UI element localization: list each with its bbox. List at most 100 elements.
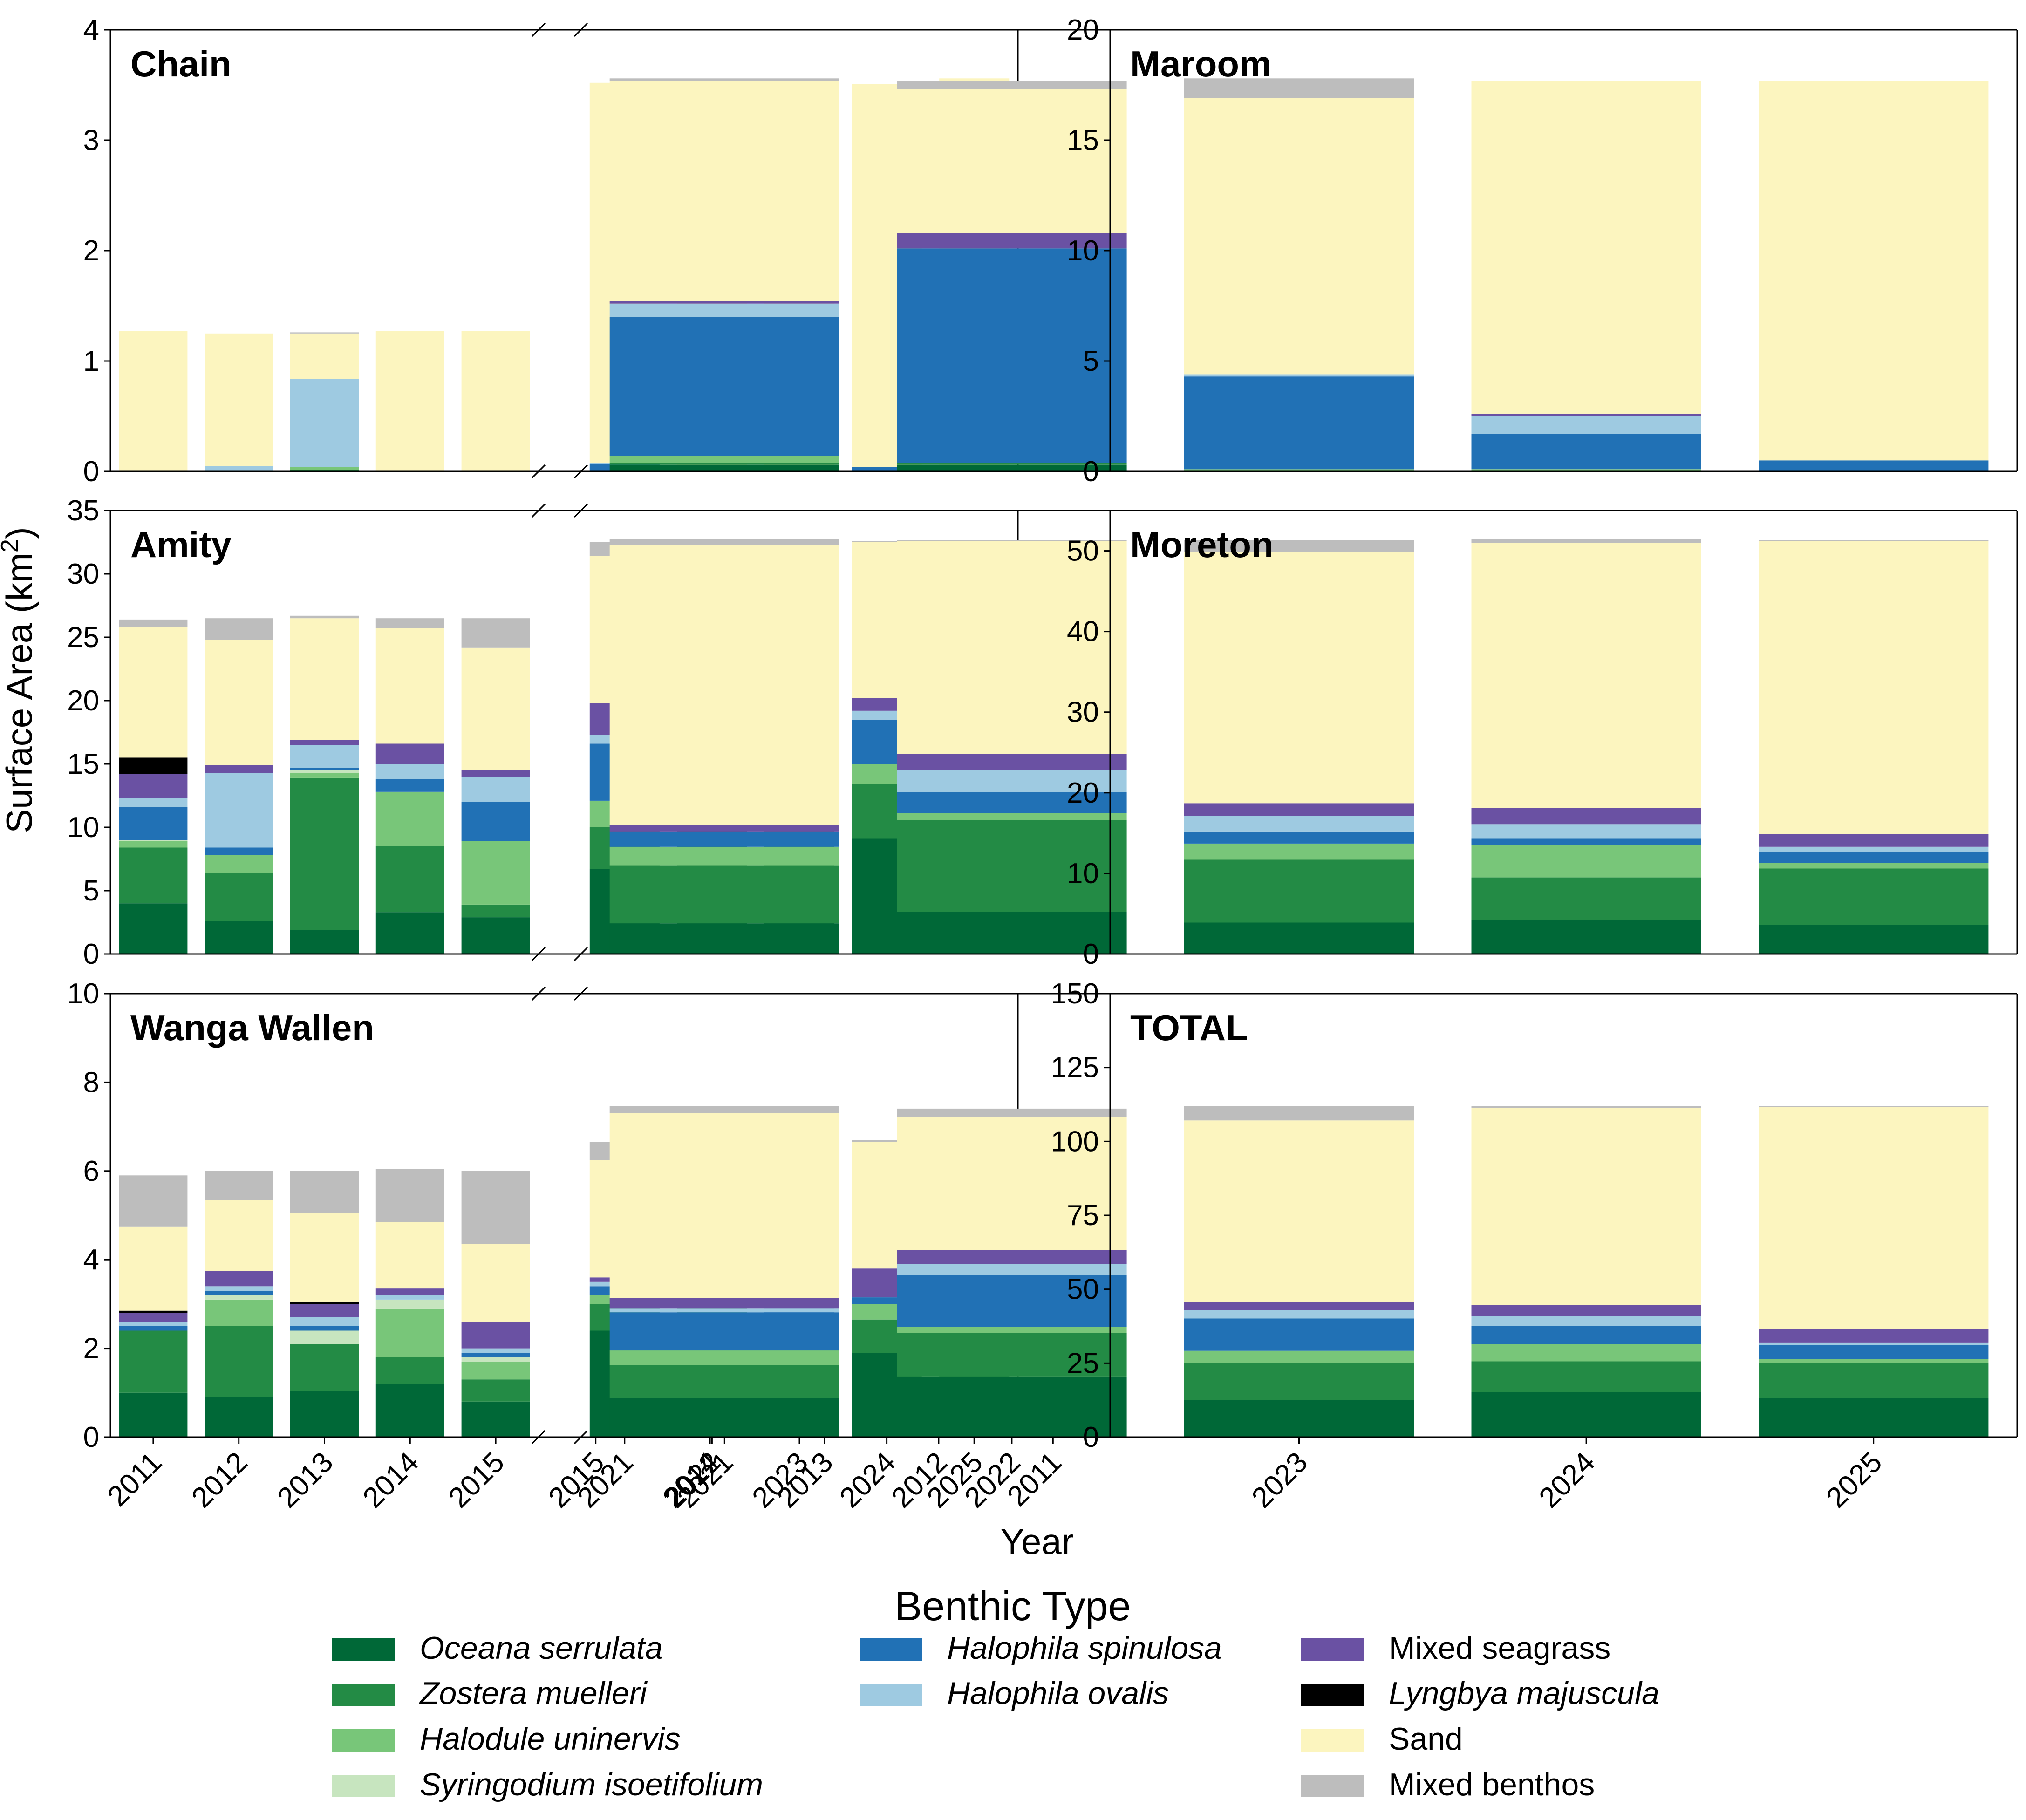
y-tick-label: 10 (67, 978, 99, 1010)
bar-segment-syringodium-isoetifolium (461, 1357, 530, 1362)
bar-segment-halodule-uninervis (1759, 1359, 1989, 1363)
bar-segment-mixed-benthos (897, 540, 1127, 541)
bar-2021 (609, 539, 839, 954)
y-tick-label: 15 (1067, 124, 1099, 157)
legend-swatch (332, 1775, 395, 1797)
bar-segment-halophila-ovalis (375, 1295, 444, 1300)
bar-segment-zostera-muelleri (1184, 859, 1414, 923)
bar-segment-halodule-uninervis (461, 841, 530, 905)
y-tick-label: 25 (1067, 1347, 1099, 1379)
y-tick-label: 30 (67, 558, 99, 590)
legend-swatch (332, 1684, 395, 1706)
bar-segment-mixed-benthos (205, 618, 273, 640)
bar-segment-oceana-serrulata (205, 921, 273, 954)
panel-title: TOTAL (1130, 1007, 1248, 1048)
y-tick-label: 100 (1051, 1125, 1099, 1158)
bar-2024 (1471, 81, 1701, 471)
bar-segment-mixed-benthos (852, 1140, 922, 1142)
bar-segment-halodule-uninervis (461, 1362, 530, 1380)
bar-segment-halophila-ovalis (1759, 1342, 1989, 1345)
bar-segment-oceana-serrulata (375, 912, 444, 954)
y-tick-label: 20 (1067, 14, 1099, 46)
y-tick-label: 10 (67, 811, 99, 844)
bar-segment-mixed-seagrass (609, 825, 839, 832)
legend-swatch (860, 1684, 922, 1706)
bar-segment-sand (1184, 552, 1414, 804)
legend-label: Oceana serrulata (420, 1630, 663, 1666)
bar-segment-sand (609, 1113, 839, 1298)
bar-segment-sand (609, 81, 839, 301)
legend-item-syringodium-isoetifolium: Syringodium isoetifolium (332, 1767, 763, 1802)
bar-segment-sand (1759, 1107, 1989, 1329)
bar-segment-oceana-serrulata (461, 917, 530, 954)
bar-2013 (290, 1171, 359, 1437)
legend-title: Benthic Type (894, 1583, 1131, 1629)
bar-segment-syringodium-isoetifolium (375, 1299, 444, 1309)
bar-segment-halodule-uninervis (1759, 863, 1989, 869)
bar-2023 (1184, 1106, 1414, 1437)
y-tick-label: 10 (1067, 235, 1099, 267)
legend-swatch (1301, 1684, 1364, 1706)
bar-segment-halophila-ovalis (1184, 374, 1414, 377)
legend-label: Sand (1389, 1721, 1463, 1757)
bar-segment-halodule-uninervis (897, 813, 1127, 820)
bar-segment-oceana-serrulata (1184, 1400, 1414, 1437)
bar-segment-oceana-serrulata (609, 923, 839, 954)
legend-label: Halophila spinulosa (947, 1630, 1222, 1666)
legend-label: Zostera muelleri (419, 1676, 648, 1711)
bar-segment-sand (205, 1200, 273, 1271)
bar-segment-halodule-uninervis (897, 1327, 1127, 1333)
legend-item-mixed-seagrass: Mixed seagrass (1301, 1630, 1610, 1666)
y-tick-label: 0 (1083, 938, 1099, 970)
bar-segment-oceana-serrulata (461, 1401, 530, 1437)
y-tick-label: 20 (67, 685, 99, 717)
bar-segment-mixed-seagrass (1759, 834, 1989, 847)
bar-segment-halophila-spinulosa (205, 1290, 273, 1295)
bar-segment-sand (609, 545, 839, 825)
bar-segment-halodule-uninervis (375, 791, 444, 846)
bar-segment-sand (1471, 81, 1701, 414)
bar-segment-oceana-serrulata (1471, 1392, 1701, 1437)
bar-segment-halophila-ovalis (1471, 1316, 1701, 1326)
bar-segment-sand (375, 1222, 444, 1289)
legend-item-oceana-serrulata: Oceana serrulata (332, 1630, 663, 1666)
bar-segment-halophila-ovalis (205, 466, 273, 471)
bar-segment-halophila-ovalis (1184, 1310, 1414, 1319)
bar-segment-zostera-muelleri (290, 777, 359, 930)
panel-amity: 0 5 10 15 20 25 30 35 Amity (67, 495, 1019, 970)
bar-segment-halophila-ovalis (1471, 416, 1701, 434)
bar-segment-lyngbya-majuscula (119, 1310, 188, 1313)
bar-segment-zostera-muelleri (290, 1344, 359, 1391)
axis-break-mark (531, 464, 546, 479)
bar-2012 (205, 1171, 273, 1437)
legend-label: Halophila ovalis (947, 1676, 1169, 1711)
bar-segment-mixed-seagrass (1184, 803, 1414, 816)
bar-2015 (461, 1171, 530, 1437)
y-tick-label: 0 (83, 456, 99, 488)
bar-segment-sand (1184, 1120, 1414, 1302)
bar-segment-mixed-benthos (1471, 1106, 1701, 1108)
legend-item-lyngbya-majuscula: Lyngbya majuscula (1301, 1676, 1659, 1711)
x-tick-label: 2013 (271, 1446, 339, 1514)
bar-segment-zostera-muelleri (897, 463, 1127, 465)
panel-grid: 01234Chain05101520Maroom05101520253035Am… (67, 14, 2018, 1514)
bar-segment-zostera-muelleri (1184, 1363, 1414, 1400)
bar-segment-halophila-ovalis (609, 303, 839, 317)
x-tick-label: 2011 (102, 1446, 168, 1513)
bar-segment-mixed-seagrass (461, 770, 530, 777)
bar-segment-oceana-serrulata (1759, 1398, 1989, 1437)
bar-segment-mixed-benthos (1184, 78, 1414, 98)
bar-segment-zostera-muelleri (1471, 1361, 1701, 1392)
bar-2021 (609, 78, 839, 471)
bar-segment-halophila-ovalis (119, 1322, 188, 1326)
bar-segment-lyngbya-majuscula (290, 1302, 359, 1304)
bar-segment-mixed-seagrass (119, 774, 188, 798)
axis-break-mark (531, 986, 546, 1001)
bar-segment-halophila-ovalis (1759, 846, 1989, 852)
y-tick-label: 40 (1067, 616, 1099, 648)
y-tick-label: 2 (83, 235, 99, 267)
bar-segment-mixed-benthos (1471, 539, 1701, 543)
bar-2024 (1471, 539, 1701, 954)
bar-segment-sand (1759, 81, 1989, 461)
